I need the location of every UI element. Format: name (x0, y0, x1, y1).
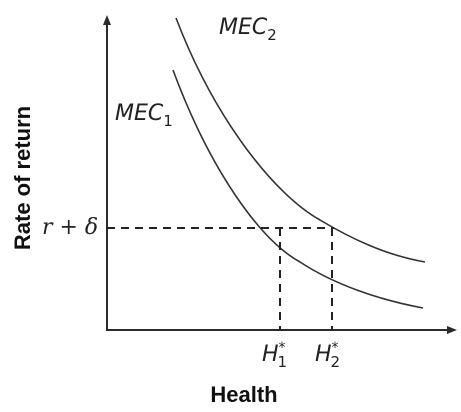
mec-2-curve (175, 17, 426, 263)
y-axis-title: Rate of return (10, 106, 35, 250)
h2-star-label: H* 2 (315, 340, 340, 371)
x-axis-title: Health (210, 382, 277, 407)
mec-1-label: MEC1 (115, 101, 173, 130)
h1-star-label: H* 1 (262, 340, 287, 371)
r-delta-label: r + δ (42, 215, 98, 240)
mec-2-label: MEC2 (219, 15, 277, 44)
x-axis-arrow-icon (447, 326, 457, 334)
mec-1-curve (172, 69, 424, 309)
y-axis-arrow-icon (103, 15, 111, 25)
